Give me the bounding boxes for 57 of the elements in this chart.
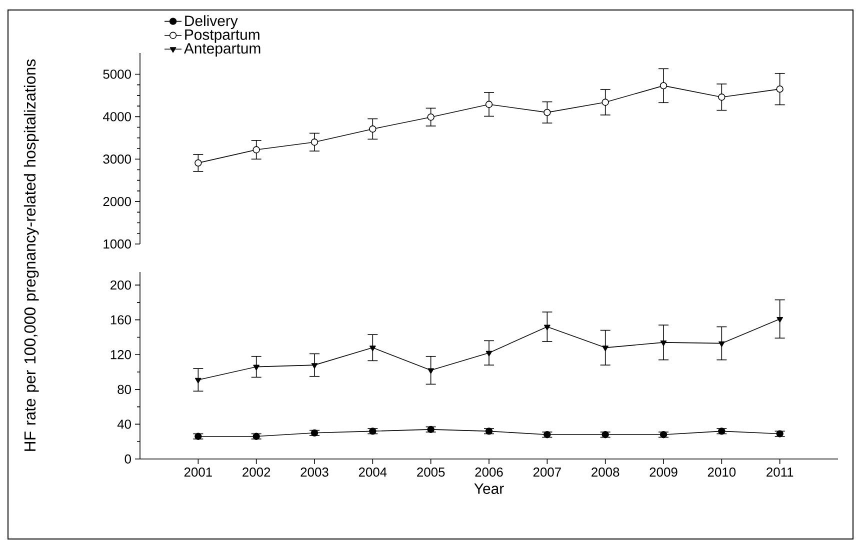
point [718,428,726,435]
legend-label: Postpartum [185,29,260,43]
y-tick-label: 40 [117,420,131,429]
point [370,346,376,352]
x-tick-label: 2003 [300,468,328,477]
y-tick-label: 80 [118,384,131,394]
x-tick-label: 2011 [766,468,794,477]
point [776,85,784,93]
point [195,378,202,384]
x-tick-label: 2004 [358,468,387,477]
y-tick-label: 200 [110,280,131,290]
x-tick-label: 2006 [475,468,503,477]
point [776,316,783,323]
x-tick-label: 2001 [184,468,212,477]
point [660,340,667,346]
point [311,363,318,369]
x-tick-label: 2002 [242,468,270,477]
point [544,324,550,330]
x-tick-label: 2008 [592,468,620,477]
point [252,146,260,154]
y-tick-label: 1000 [104,239,131,249]
y-tick-label: 4000 [102,112,131,122]
point [602,346,608,352]
x-tick-label: 2010 [708,468,736,477]
point [194,432,202,440]
point [253,364,260,370]
point [369,428,376,435]
y-tick-label: 5000 [103,70,131,79]
y-tick-label: 120 [110,350,131,360]
x-tick-label: 2005 [417,468,445,477]
point [427,114,434,121]
text: Antepartum [184,43,260,57]
y-tick-label: 2000 [103,196,131,206]
point [602,98,609,106]
y-axis-title: HF rate per 100,000 pregnancy-related hospitalizations [24,59,39,451]
point [660,82,668,90]
point [369,125,376,133]
point [428,368,434,374]
y-tick-label: 3000 [103,154,131,164]
point [485,100,493,108]
point [486,350,492,356]
x-tick-label: 2009 [650,468,678,477]
point [310,138,318,146]
point [194,159,202,167]
point [427,426,434,434]
y-tick-label: 160 [110,315,131,324]
point [544,108,551,116]
point [718,341,725,347]
point [602,431,609,438]
text: Delivery [185,15,238,30]
point [718,94,726,101]
point [776,430,784,438]
y-tick-label: 0 [124,454,131,464]
point [544,431,551,438]
x-axis-title: Year [474,484,504,494]
x-tick-label: 2007 [533,468,561,477]
point [252,432,260,440]
